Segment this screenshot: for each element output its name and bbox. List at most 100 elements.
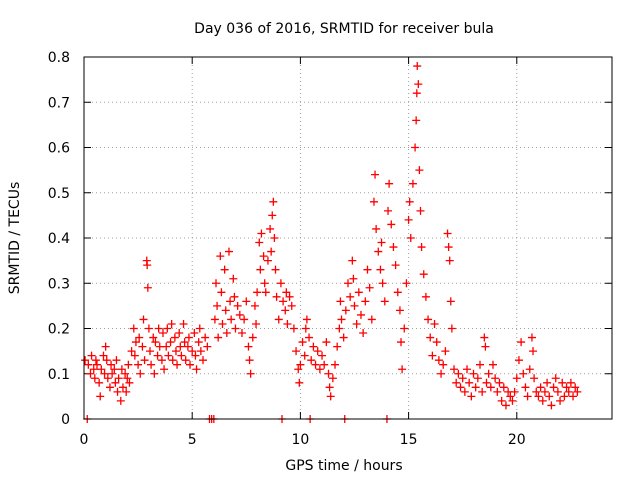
data-point [372, 224, 381, 233]
data-point [179, 319, 188, 328]
data-point [573, 387, 582, 396]
data-point [508, 396, 517, 405]
data-point [571, 383, 580, 392]
x-axis-label: GPS time / hours [285, 458, 402, 474]
data-point [175, 329, 184, 338]
data-point [261, 288, 270, 297]
data-point [408, 179, 417, 188]
data-point [190, 329, 199, 338]
data-point [166, 338, 175, 347]
data-point [560, 392, 569, 401]
data-point [86, 369, 95, 378]
data-point [521, 383, 530, 392]
data-point [252, 319, 261, 328]
data-point [112, 356, 121, 365]
data-point [385, 179, 394, 188]
data-point [488, 360, 497, 369]
data-point [416, 206, 425, 215]
data-point [301, 324, 310, 333]
data-point [91, 356, 100, 365]
data-point [523, 392, 532, 401]
data-point [270, 234, 279, 242]
data-point [558, 378, 567, 387]
data-point [328, 374, 337, 383]
data-point [519, 369, 528, 378]
data-point [283, 319, 292, 328]
data-point [393, 288, 402, 297]
data-point [377, 238, 386, 247]
data-point [110, 365, 119, 374]
data-point [107, 360, 116, 369]
data-point [510, 387, 519, 396]
data-point [322, 338, 331, 347]
data-point [313, 347, 322, 356]
data-point [545, 392, 554, 401]
data-point [384, 206, 393, 215]
data-point [272, 292, 281, 301]
data-point [176, 342, 185, 351]
data-point [339, 333, 348, 342]
data-point [387, 220, 396, 229]
data-point [184, 333, 193, 342]
data-point [499, 383, 508, 392]
data-point [222, 329, 231, 338]
data-point [434, 356, 443, 365]
data-point [562, 383, 571, 392]
data-point [122, 387, 131, 396]
data-point [125, 378, 134, 387]
data-point [354, 288, 363, 297]
plot-frame [83, 56, 613, 420]
data-point [443, 229, 452, 238]
data-point [506, 392, 515, 401]
x-tick-label: 15 [400, 432, 418, 448]
data-point [192, 365, 201, 374]
x-tick-label: 20 [508, 432, 526, 448]
data-point [543, 378, 552, 387]
data-point [371, 170, 380, 179]
data-point [274, 315, 283, 324]
data-point [486, 383, 495, 392]
data-point [103, 374, 112, 383]
data-point [344, 279, 352, 288]
data-point [245, 356, 254, 365]
data-point [540, 387, 549, 396]
data-point [444, 243, 453, 252]
data-point [309, 342, 318, 351]
x-tick-label: 5 [188, 432, 197, 448]
data-point [255, 238, 264, 247]
data-point [331, 360, 340, 369]
data-point [230, 292, 239, 301]
data-point [406, 234, 415, 242]
data-point [289, 324, 298, 333]
data-point [325, 383, 334, 392]
data-point [146, 347, 154, 356]
data-point [376, 265, 385, 274]
data-point [199, 356, 208, 365]
data-point [271, 265, 280, 274]
data-point [89, 365, 98, 374]
data-point [99, 351, 108, 360]
data-point [326, 392, 335, 401]
data-point [118, 383, 127, 392]
y-tick-label: 0.7 [48, 95, 70, 111]
data-point [150, 369, 159, 378]
data-point [413, 62, 422, 71]
data-point [240, 315, 249, 324]
y-axis-label: SRMTID / TECUs [7, 182, 23, 295]
y-tick-labels: 0 0.1 0.2 0.3 0.4 0.5 0.6 0.7 0.8 [48, 50, 70, 428]
data-point [285, 292, 294, 301]
data-point [495, 378, 504, 387]
data-point [538, 396, 547, 405]
data-point [447, 324, 456, 333]
data-point [151, 338, 160, 347]
data-point [143, 261, 152, 270]
data-point [471, 383, 480, 392]
data-point [97, 365, 106, 374]
data-point [529, 347, 538, 356]
data-point [96, 392, 105, 401]
data-point [566, 378, 575, 387]
x-tick-label: 10 [291, 432, 309, 448]
data-point [144, 324, 153, 333]
data-point [221, 306, 230, 315]
